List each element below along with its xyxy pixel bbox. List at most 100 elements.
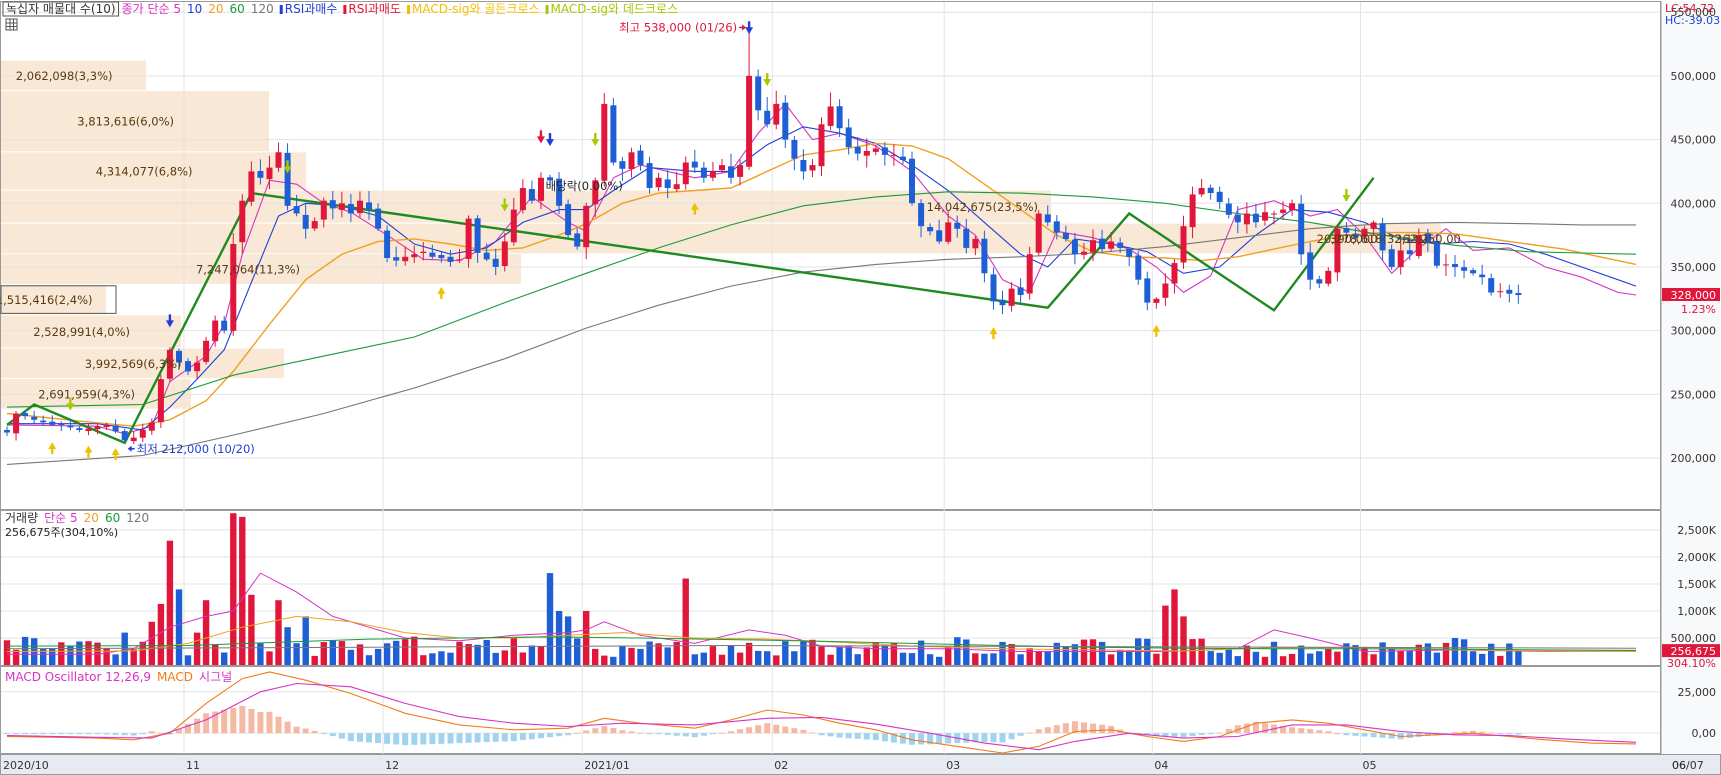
- legend-item[interactable]: RSI과매수: [285, 2, 338, 16]
- macd-oscillator-bar: [302, 728, 309, 734]
- volume-legend[interactable]: 거래량 단순 5 20 60 120: [5, 511, 149, 525]
- candle-body: [447, 256, 454, 262]
- macd-oscillator-bar: [1081, 722, 1087, 734]
- macd-oscillator-bar: [737, 729, 744, 734]
- price-tick-label: 450,000: [1671, 134, 1717, 147]
- candle-body: [49, 421, 56, 425]
- macd-pane[interactable]: [0, 666, 1661, 754]
- macd-oscillator-bar: [1497, 733, 1504, 735]
- macd-oscillator-bar: [112, 733, 119, 735]
- candle-body: [239, 200, 246, 243]
- legend-item[interactable]: 종가 단순 5: [122, 2, 181, 16]
- macd-oscillator-bar: [284, 721, 291, 734]
- volume-bar: [402, 639, 409, 665]
- legend-item[interactable]: MACD-sig와 골든크로스: [412, 2, 540, 16]
- candle-body: [1316, 279, 1323, 284]
- candle-body: [1062, 233, 1069, 239]
- macd-oscillator-bar: [927, 733, 934, 745]
- macd-oscillator-bar: [1044, 727, 1051, 734]
- macd-oscillator-bar: [809, 732, 816, 734]
- candle-body: [176, 350, 182, 363]
- legend-item[interactable]: 120: [251, 2, 274, 16]
- axis-labels: 200,000 250,000 300,000 350,000 400,000 450,0…: [3, 6, 1720, 772]
- candle-body: [483, 252, 490, 260]
- legend-item[interactable]: 거래량: [5, 511, 38, 525]
- signal-marker-icon: [503, 198, 506, 206]
- legend-item[interactable]: 10: [187, 2, 202, 16]
- volume-bar: [302, 616, 309, 665]
- legend-item[interactable]: 120: [126, 511, 149, 525]
- volume-bar: [76, 641, 83, 665]
- macd-oscillator-bar: [1506, 733, 1513, 735]
- macd-oscillator-bar: [890, 733, 897, 743]
- legend-item[interactable]: 시그널: [199, 670, 232, 684]
- legend-item[interactable]: 단순 5: [44, 511, 78, 525]
- candle-body: [791, 140, 798, 159]
- price-legend[interactable]: 녹십자 매물대 수(10) 종가 단순 5 10 20 60 120 RSI과매수 RSI과매…: [2, 1, 679, 17]
- macd-oscillator-bar: [1289, 727, 1296, 734]
- volume-bar: [999, 641, 1006, 665]
- legend-item[interactable]: 60: [105, 511, 120, 525]
- macd-oscillator-bar: [67, 733, 74, 735]
- volume-tick-label: 500,000: [1671, 632, 1717, 645]
- macd-oscillator-bar: [664, 733, 671, 735]
- candle-body: [465, 218, 472, 259]
- candle-body: [474, 218, 481, 253]
- candle-body: [130, 437, 137, 442]
- legend-item[interactable]: MACD-sig와 데드크로스: [551, 2, 679, 16]
- candle-body: [764, 110, 771, 125]
- candle-body: [755, 76, 762, 111]
- candle-body: [1515, 293, 1522, 295]
- volume-bar: [782, 641, 789, 665]
- current-volume-label: 256,675: [1671, 645, 1717, 658]
- volume-bar: [374, 648, 382, 665]
- candle-body: [990, 274, 997, 302]
- legend-item[interactable]: 60: [230, 2, 245, 16]
- volume-bar: [664, 647, 671, 665]
- volume-bar: [1225, 648, 1232, 665]
- candle-body: [1126, 249, 1133, 257]
- macd-oscillator-bar: [1452, 732, 1458, 734]
- legend-item[interactable]: 녹십자 매물대 수(10): [6, 2, 116, 16]
- macd-oscillator-bar: [592, 728, 599, 734]
- macd-oscillator-bar: [773, 724, 780, 734]
- legend-item[interactable]: RSI과매도: [348, 2, 401, 16]
- volume-profile-labels: 2,062,098(3,3%) 3,813,616(6,0%) 4,314,077(…: [0, 69, 1461, 401]
- volume-bar: [899, 652, 907, 665]
- candle-body: [1497, 291, 1504, 293]
- volume-bar: [755, 650, 762, 665]
- volume-bar: [248, 594, 255, 665]
- macd-oscillator-bar: [1071, 721, 1078, 734]
- candle-body: [1488, 278, 1495, 293]
- profile-band: [1, 152, 306, 190]
- macd-oscillator-bar: [85, 733, 92, 735]
- macd-oscillator-bar: [845, 733, 852, 739]
- macd-oscillator-bar: [972, 733, 979, 743]
- legend-item[interactable]: MACD Oscillator 12,26,9: [5, 670, 151, 684]
- legend-marker-icon: [343, 5, 347, 14]
- macd-oscillator-bar: [827, 733, 834, 737]
- macd-oscillator-bar: [166, 733, 173, 735]
- price-tick-label: 500,000: [1671, 70, 1717, 83]
- candle-body: [384, 230, 391, 258]
- volume-bar: [890, 643, 898, 665]
- volume-bar: [356, 644, 364, 665]
- legend-marker-icon: [406, 5, 410, 14]
- macd-oscillator-bar: [492, 733, 499, 742]
- volume-bar: [592, 648, 599, 665]
- legend-item[interactable]: 20: [84, 511, 99, 525]
- candle-body: [1388, 249, 1395, 267]
- legend-item[interactable]: MACD: [157, 670, 193, 684]
- legend-item[interactable]: 20: [208, 2, 223, 16]
- macd-oscillator-bar: [755, 725, 762, 734]
- volume-bar: [1298, 645, 1305, 665]
- macd-oscillator-bar: [1470, 730, 1477, 734]
- grid-toggle-icon[interactable]: [5, 18, 18, 31]
- candle-body: [592, 180, 599, 205]
- price-tick-label: 200,000: [1671, 452, 1717, 465]
- macd-legend[interactable]: MACD Oscillator 12,26,9 MACD 시그널: [5, 670, 232, 684]
- candle-body: [963, 228, 970, 248]
- candle-body: [1433, 240, 1440, 266]
- macd-oscillator-bar: [547, 733, 553, 738]
